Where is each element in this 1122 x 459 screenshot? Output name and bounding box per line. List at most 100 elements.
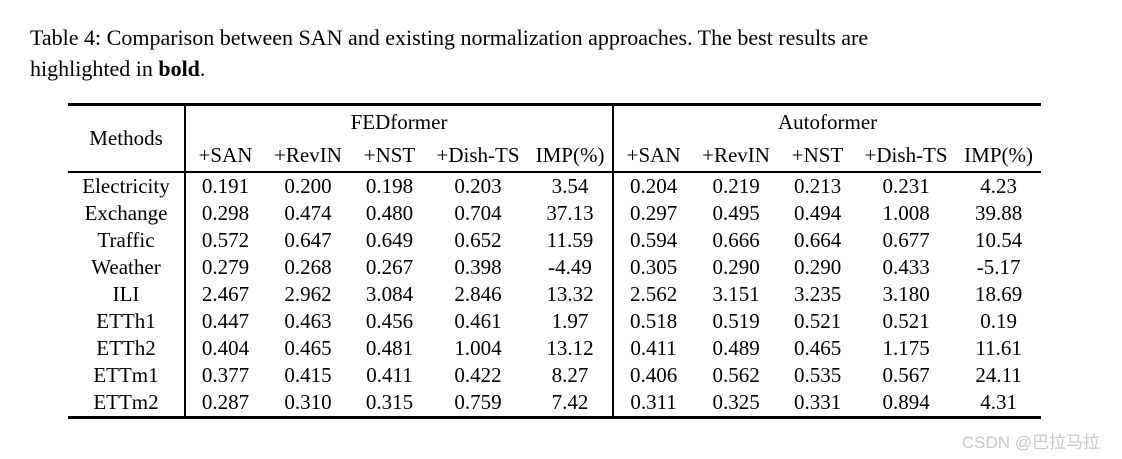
- cell-fed-1: 2.962: [284, 282, 332, 306]
- table-row: ETTm1 0.377 0.415 0.411 0.422 8.27 0.406 0.562 0…: [68, 362, 1041, 389]
- col-header-fed-revin: +RevIN: [265, 139, 351, 173]
- cell-auto-4: 18.69: [974, 282, 1023, 306]
- table-row: Weather 0.279 0.268 0.267 0.398 -4.49 0.305 0.2…: [68, 254, 1041, 281]
- column-header-row: +SAN +RevIN +NST +Dish-TS IMP(%) +SAN +R…: [68, 139, 1042, 173]
- cell-auto-1: 0.562: [712, 363, 760, 387]
- cell-auto-3: 0.894: [882, 390, 930, 414]
- cell-fed-0: 0.404: [201, 336, 250, 360]
- cell-auto-0: 0.518: [629, 309, 678, 333]
- cell-fed-4: 1.97: [528, 308, 615, 335]
- cell-fed-3: 1.004: [454, 336, 502, 360]
- cell-auto-4: 11.61: [975, 336, 1022, 360]
- cell-fed-3: 0.461: [454, 309, 502, 333]
- cell-fed-3: 0.203: [454, 174, 502, 198]
- cell-auto-3: 1.008: [882, 201, 930, 225]
- cell-fed-4: 8.27: [528, 362, 615, 389]
- cell-auto-2: 0.521: [793, 309, 842, 333]
- cell-auto-3: 0.231: [882, 174, 930, 198]
- cell-auto-0: 0.297: [629, 201, 678, 225]
- caption-line2-after: .: [199, 56, 206, 81]
- cell-fed-2: 0.198: [365, 174, 414, 198]
- method-name: ILI: [68, 281, 186, 308]
- method-name: Electricity: [68, 172, 186, 200]
- cell-auto-2: 0.465: [793, 336, 842, 360]
- cell-fed-0: 0.279: [201, 255, 250, 279]
- table-row: Traffic 0.572 0.647 0.649 0.652 11.59 0.594 0.6…: [68, 227, 1041, 254]
- method-name: ETTh2: [68, 335, 186, 362]
- cell-fed-4: 11.59: [528, 227, 615, 254]
- cell-auto-2: 0.664: [793, 228, 842, 252]
- cell-fed-3: 0.398: [454, 255, 502, 279]
- cell-auto-1: 0.489: [712, 336, 760, 360]
- cell-fed-1: 0.415: [284, 363, 332, 387]
- cell-fed-4: -4.49: [528, 254, 615, 281]
- cell-fed-4: 13.12: [528, 335, 615, 362]
- method-name: Traffic: [68, 227, 186, 254]
- cell-fed-4: 7.42: [528, 389, 615, 418]
- cell-fed-2: 0.267: [365, 255, 414, 279]
- table-row: ETTh1 0.447 0.463 0.456 0.461 1.97 0.518 0.519 0…: [68, 308, 1041, 335]
- group-header-row: Methods FEDformer Autoformer: [68, 104, 1041, 173]
- table-caption: Table 4: Comparison between SAN and exis…: [30, 22, 1092, 84]
- table-row: ILI 2.467 2.962 3.084 2.846 13.32 2.562 3.151 3.…: [68, 281, 1041, 308]
- cell-fed-2: 0.315: [365, 390, 414, 414]
- cell-fed-0: 0.298: [201, 201, 250, 225]
- col-header-auto-revin: +RevIN: [693, 139, 780, 173]
- group-header-fedformer: FEDformer: [185, 104, 615, 139]
- cell-auto-1: 0.325: [712, 390, 760, 414]
- cell-fed-1: 0.465: [284, 336, 332, 360]
- col-header-auto-nst: +NST: [779, 139, 857, 173]
- cell-auto-0: 0.311: [630, 390, 677, 414]
- comparison-table: Methods FEDformer Autoformer +SAN +RevIN…: [68, 103, 1042, 419]
- cell-fed-1: 0.474: [284, 201, 332, 225]
- cell-fed-0: 2.467: [201, 282, 250, 306]
- cell-auto-2: 0.494: [793, 201, 842, 225]
- cell-auto-2: 0.535: [793, 363, 842, 387]
- methods-header: Methods: [68, 104, 186, 173]
- cell-auto-2: 3.235: [793, 282, 842, 306]
- cell-auto-1: 0.666: [712, 228, 760, 252]
- table-row: Exchange 0.298 0.474 0.480 0.704 37.13 0.297 0.…: [68, 200, 1041, 227]
- cell-fed-0: 0.191: [201, 174, 250, 198]
- col-header-auto-san: +SAN: [613, 139, 694, 173]
- table-container: Methods FEDformer Autoformer +SAN +RevIN…: [68, 103, 1042, 419]
- cell-auto-1: 0.290: [712, 255, 760, 279]
- cell-fed-3: 2.846: [454, 282, 502, 306]
- cell-fed-0: 0.377: [201, 363, 250, 387]
- col-header-fed-imp: IMP(%): [528, 139, 615, 173]
- table-row: ETTm2 0.287 0.310 0.315 0.759 7.42 0.311 0.325 0…: [68, 389, 1041, 418]
- table-row: ETTh2 0.404 0.465 0.481 1.004 13.12 0.411 0.489…: [68, 335, 1041, 362]
- method-name: ETTh1: [68, 308, 186, 335]
- cell-auto-3: 3.180: [882, 282, 930, 306]
- cell-fed-0: 0.287: [201, 390, 250, 414]
- method-name: Exchange: [68, 200, 186, 227]
- col-header-auto-dishts: +Dish-TS: [856, 139, 957, 173]
- cell-auto-4: -5.17: [976, 255, 1021, 279]
- cell-auto-0: 0.594: [629, 228, 678, 252]
- cell-fed-2: 0.481: [365, 336, 414, 360]
- cell-auto-4: 4.31: [980, 390, 1017, 414]
- cell-auto-1: 0.495: [712, 201, 760, 225]
- table-row: Electricity 0.191 0.200 0.198 0.203 3.54 0.204…: [68, 172, 1041, 200]
- method-name: Weather: [68, 254, 186, 281]
- cell-fed-3: 0.422: [454, 363, 502, 387]
- cell-auto-1: 0.219: [712, 174, 760, 198]
- col-header-fed-san: +SAN: [185, 139, 265, 173]
- cell-auto-3: 0.521: [882, 309, 930, 333]
- cell-auto-4: 0.19: [980, 309, 1017, 333]
- cell-fed-0: 0.572: [201, 228, 250, 252]
- cell-auto-4: 24.11: [975, 363, 1022, 387]
- cell-auto-3: 0.677: [882, 228, 930, 252]
- cell-fed-3: 0.759: [454, 390, 502, 414]
- cell-auto-3: 1.175: [882, 336, 930, 360]
- caption-bold-word: bold: [158, 56, 200, 81]
- cell-fed-1: 0.200: [284, 174, 332, 198]
- cell-auto-3: 0.433: [882, 255, 930, 279]
- cell-fed-2: 3.084: [365, 282, 414, 306]
- cell-auto-2: 0.213: [793, 174, 842, 198]
- cell-fed-1: 0.463: [284, 309, 332, 333]
- col-header-fed-dishts: +Dish-TS: [428, 139, 528, 173]
- cell-auto-0: 0.305: [629, 255, 678, 279]
- method-name: ETTm1: [68, 362, 186, 389]
- cell-auto-4: 10.54: [974, 228, 1023, 252]
